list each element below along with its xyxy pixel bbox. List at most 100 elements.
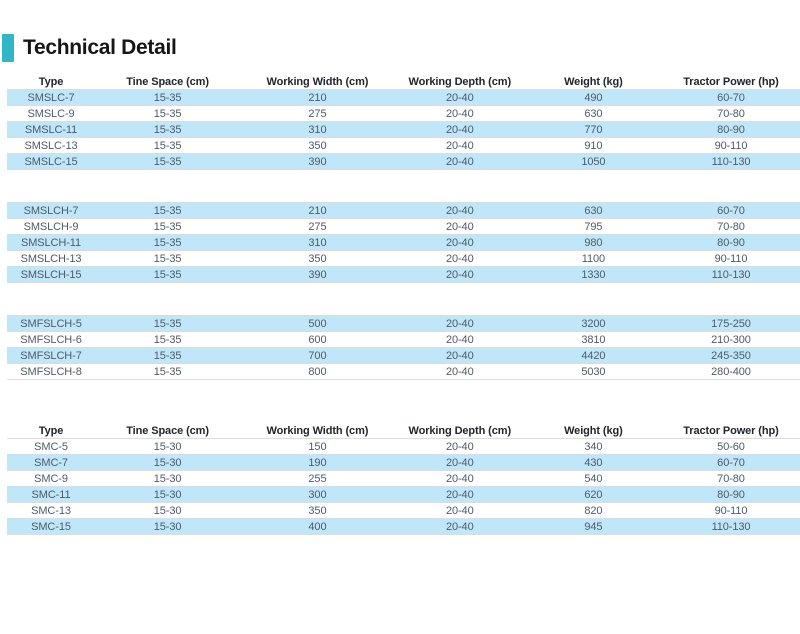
column-header: Weight (kg) [564,424,623,437]
table-cell: 15-35 [95,363,241,380]
table-cell: 110-130 [661,266,800,283]
table-cell: 945 [524,518,662,535]
table-cell: 15-30 [95,502,241,519]
table-cell: 980 [524,234,662,251]
table-cell: 1100 [524,250,662,267]
table-row: SMFSLCH-7 15-35 700 20-40 4420 245-350 [7,347,800,364]
table-cell: SMSLCH-7 [7,202,96,219]
table-cell: SMFSLCH-6 [7,331,96,348]
table-row: SMSLC-9 15-35 275 20-40 630 70-80 [7,105,800,122]
table-cell: SMC-5 [7,438,96,455]
table-cell: SMSLCH-13 [7,250,96,267]
table-row-group: SMSLC-7 15-35 210 20-40 490 60-70 SMSLC-9 15-35… [7,89,800,170]
table-cell: 60-70 [661,454,800,471]
table-cell: 70-80 [661,105,800,122]
table-cell: 390 [240,266,395,283]
table-cell: 350 [240,250,395,267]
table-cell: 15-35 [95,315,241,332]
table-cell: 700 [240,347,395,364]
table-cell: 80-90 [661,234,800,251]
table-cell: 20-40 [394,347,525,364]
table-cell: SMSLCH-11 [7,234,96,251]
table-cell: SMFSLCH-7 [7,347,96,364]
table-cell: 15-35 [95,105,241,122]
table-cell: 15-30 [95,486,241,503]
table-cell: 15-35 [95,331,241,348]
table-row: SMSLCH-13 15-35 350 20-40 1100 90-110 [7,250,800,267]
table-cell: 20-40 [394,454,525,471]
table-row: SMSLCH-15 15-35 390 20-40 1330 110-130 [7,266,800,283]
table-row: SMC-7 15-30 190 20-40 430 60-70 [7,454,800,471]
column-header: Tractor Power (hp) [683,424,779,437]
table-cell: 15-30 [95,454,241,471]
column-header: Working Depth (cm) [408,75,512,88]
table-cell: 20-40 [394,105,525,122]
table-cell: 15-35 [95,250,241,267]
table-cell: 430 [524,454,662,471]
table-cell: 255 [240,470,395,487]
spec-tables-container: Type Tine Space (cm) Working Width (cm) Wor… [7,74,800,535]
table-cell: 20-40 [394,153,525,170]
table-cell: 15-35 [95,202,241,219]
table-cell: SMC-13 [7,502,96,519]
table-cell: 280-400 [661,363,800,380]
table-cell: 60-70 [661,202,800,219]
column-header: Type [38,424,64,437]
table-cell: 4420 [524,347,662,364]
table-cell: 20-40 [394,89,525,106]
table-cell: 500 [240,315,395,332]
table-cell: 310 [240,234,395,251]
table-cell: SMC-7 [7,454,96,471]
table-row: SMSLC-15 15-35 390 20-40 1050 110-130 [7,153,800,170]
table-cell: 20-40 [394,363,525,380]
table-cell: 800 [240,363,395,380]
page-title: Technical Detail [23,36,177,59]
table-cell: 490 [524,89,662,106]
table-row: SMC-15 15-30 400 20-40 945 110-130 [7,518,800,535]
table-row-group: SMSLCH-7 15-35 210 20-40 630 60-70 SMSLCH-9 15-… [7,202,800,283]
table-cell: 20-40 [394,218,525,235]
table-cell: 350 [240,502,395,519]
table-cell: 150 [240,438,395,455]
column-header: Tractor Power (hp) [683,75,779,88]
table-cell: 20-40 [394,518,525,535]
table-row: SMFSLCH-5 15-35 500 20-40 3200 175-250 [7,315,800,332]
table-cell: 90-110 [661,250,800,267]
table-cell: 630 [524,105,662,122]
column-header: Working Width (cm) [266,424,369,437]
table-cell: 90-110 [661,137,800,154]
table-cell: 795 [524,218,662,235]
table-cell: 310 [240,121,395,138]
table-header: Type Tine Space (cm) Working Width (cm) Wor… [7,74,800,89]
table-cell: 175-250 [661,315,800,332]
table-row: SMFSLCH-8 15-35 800 20-40 5030 280-400 [7,363,800,380]
table-cell: 15-35 [95,89,241,106]
table-cell: 600 [240,331,395,348]
table-cell: SMC-9 [7,470,96,487]
table-cell: 210-300 [661,331,800,348]
table-row: SMFSLCH-6 15-35 600 20-40 3810 210-300 [7,331,800,348]
table-cell: 300 [240,486,395,503]
table-cell: 70-80 [661,218,800,235]
table-row-group: SMFSLCH-5 15-35 500 20-40 3200 175-250 SMFSLCH… [7,315,800,380]
table-header: Type Tine Space (cm) Working Width (cm) Wor… [7,423,800,438]
table-cell: 20-40 [394,250,525,267]
table-row: SMC-13 15-30 350 20-40 820 90-110 [7,502,800,519]
table-cell: 20-40 [394,438,525,455]
spec-table-sm-series: Type Tine Space (cm) Working Width (cm) Wor… [7,74,800,380]
table-cell: 80-90 [661,486,800,503]
table-cell: SMSLC-9 [7,105,96,122]
table-cell: 340 [524,438,662,455]
table-row: SMSLC-7 15-35 210 20-40 490 60-70 [7,89,800,106]
table-cell: 770 [524,121,662,138]
table-cell: SMSLC-13 [7,137,96,154]
table-cell: 20-40 [394,202,525,219]
table-cell: 15-35 [95,137,241,154]
table-row: SMSLCH-9 15-35 275 20-40 795 70-80 [7,218,800,235]
table-cell: 1050 [524,153,662,170]
table-row: SMC-11 15-30 300 20-40 620 80-90 [7,486,800,503]
table-cell: 20-40 [394,315,525,332]
table-cell: 15-30 [95,438,241,455]
table-cell: 15-35 [95,153,241,170]
table-cell: 50-60 [661,438,800,455]
